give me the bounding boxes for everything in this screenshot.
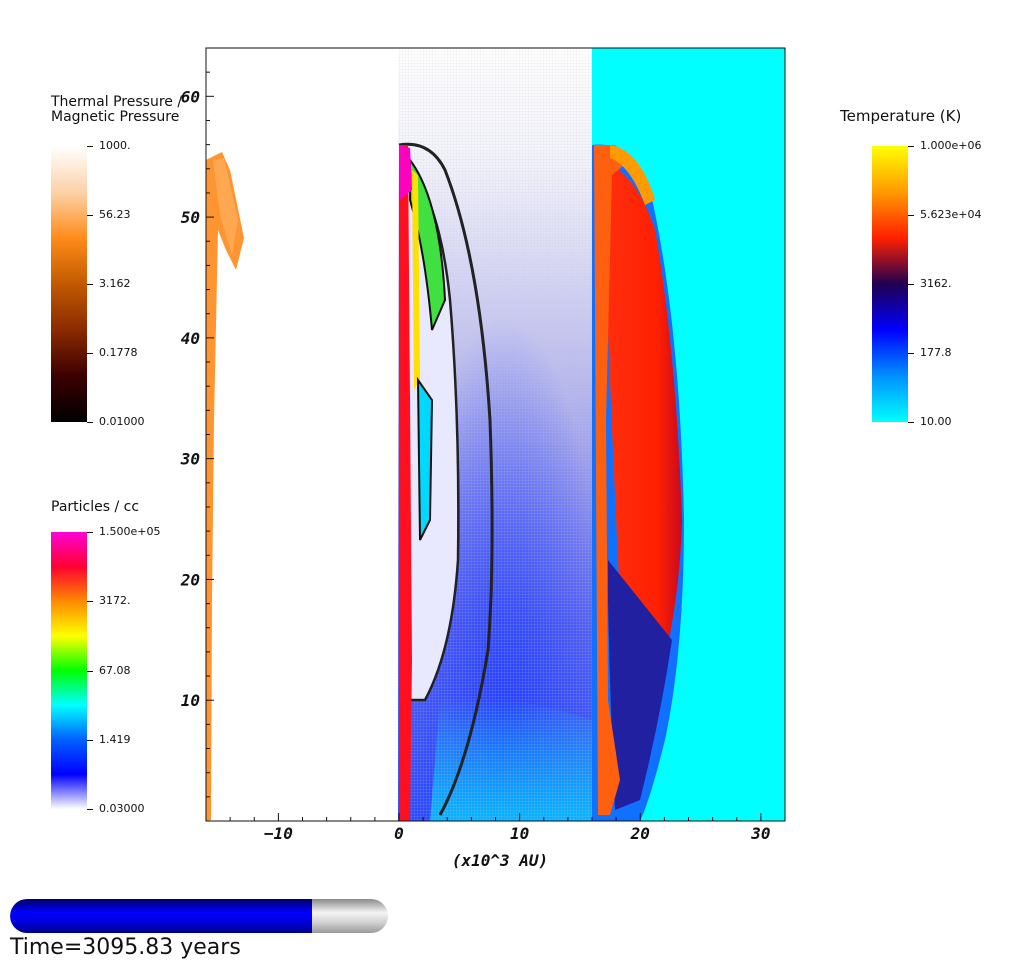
time-progress-fill (10, 899, 313, 933)
time-progress-bar (10, 899, 388, 933)
pressure-colorbar-tick-label: 56.23 (99, 208, 131, 221)
temperature-colorbar-tick-mark (908, 284, 914, 285)
particles-colorbar-tick-mark (87, 601, 93, 603)
x-axis-tick-label: −10 (264, 824, 293, 843)
pressure-jet-feature (206, 152, 244, 821)
temperature-jet (594, 145, 630, 815)
particles-colorbar-tick-mark (87, 809, 93, 810)
temperature-bubble-hot (600, 160, 682, 680)
pressure-colorbar-tick-mark (87, 215, 93, 216)
pressure-colorbar-tick-mark (87, 284, 93, 285)
temperature-colorbar (872, 146, 908, 422)
y-axis-tick-label: 20 (180, 570, 200, 589)
pressure-jet-highlight (213, 158, 238, 255)
temperature-colorbar-tick-label: 5.623e+04 (920, 208, 982, 221)
temperature-colorbar-tick-label: 10.00 (920, 415, 952, 428)
particles-legend-title: Particles / cc (51, 499, 140, 515)
temperature-legend-title: Temperature (K) (840, 107, 962, 125)
particles-colorbar-tick-mark (87, 670, 93, 672)
pressure-colorbar-tick-mark (87, 422, 93, 423)
particles-colorbar-tick-label: 0.03000 (99, 802, 145, 815)
temperature-colorbar-tick-label: 177.8 (920, 346, 952, 359)
pressure-legend-title-line1: Thermal Pressure / (51, 94, 183, 110)
pressure-panel (206, 48, 398, 821)
particles-colorbar-tick-mark (87, 532, 93, 533)
density-cyan-streak (416, 376, 434, 541)
plot-panels (206, 48, 785, 821)
pressure-colorbar-tick-mark (87, 146, 93, 147)
temperature-orange-rim (610, 145, 655, 205)
particles-colorbar-tick-label: 67.08 (99, 663, 131, 677)
y-axis-tick-label: 40 (181, 329, 200, 348)
pressure-colorbar-tick-mark (87, 353, 93, 354)
x-axis-tick-label: 20 (630, 824, 650, 843)
particles-colorbar-tick-label: 1.419 (99, 732, 131, 746)
y-axis-tick-label: 60 (181, 87, 200, 106)
density-magenta-tip (399, 145, 412, 200)
temperature-colorbar-tick-label: 3162. (920, 277, 952, 290)
pressure-legend-title-line2: Magnetic Pressure (51, 109, 180, 125)
time-label: Time=3095.83 years (10, 935, 241, 960)
y-axis-tick-label: 50 (181, 208, 200, 227)
temperature-colorbar-tick-mark (908, 146, 914, 147)
density-red-jet (399, 145, 412, 821)
temperature-colorbar-tick-mark (908, 422, 914, 423)
pressure-legend-title: Thermal Pressure / Magnetic Pressure (51, 95, 182, 125)
x-axis-tick-label: 10 (510, 824, 529, 843)
axis-ticks (205, 47, 786, 822)
density-yellow-streak (412, 170, 420, 390)
x-axis-title: (x10^3 AU) (452, 851, 548, 870)
pressure-colorbar-tick-label: 0.1778 (99, 346, 138, 359)
temperature-colorbar-tick-mark (908, 353, 914, 354)
axis-labels: 10 20 30 40 50 60 −10 0 10 20 30 (180, 87, 771, 843)
pressure-colorbar-tick-label: 3.162 (99, 277, 131, 290)
y-axis-tick-label: 30 (180, 450, 200, 469)
x-axis-tick-label: 0 (394, 824, 404, 843)
y-axis-tick-label: 10 (181, 691, 200, 710)
temperature-cool-cavity (608, 560, 672, 810)
particles-colorbar-tick-label: 3172. (99, 594, 131, 608)
particles-colorbar (51, 532, 87, 809)
particles-colorbar-tick-mark (87, 739, 93, 741)
temperature-colorbar-tick-mark (908, 215, 914, 216)
pressure-colorbar (51, 146, 87, 422)
pressure-colorbar-tick-label: 0.01000 (99, 415, 145, 428)
particles-colorbar-tick-label: 1.500e+05 (99, 525, 161, 538)
density-bubble-outline (398, 142, 494, 816)
pressure-colorbar-tick-label: 1000. (99, 139, 131, 152)
temperature-colorbar-tick-label: 1.000e+06 (920, 139, 982, 152)
x-axis-tick-label: 30 (750, 824, 770, 843)
